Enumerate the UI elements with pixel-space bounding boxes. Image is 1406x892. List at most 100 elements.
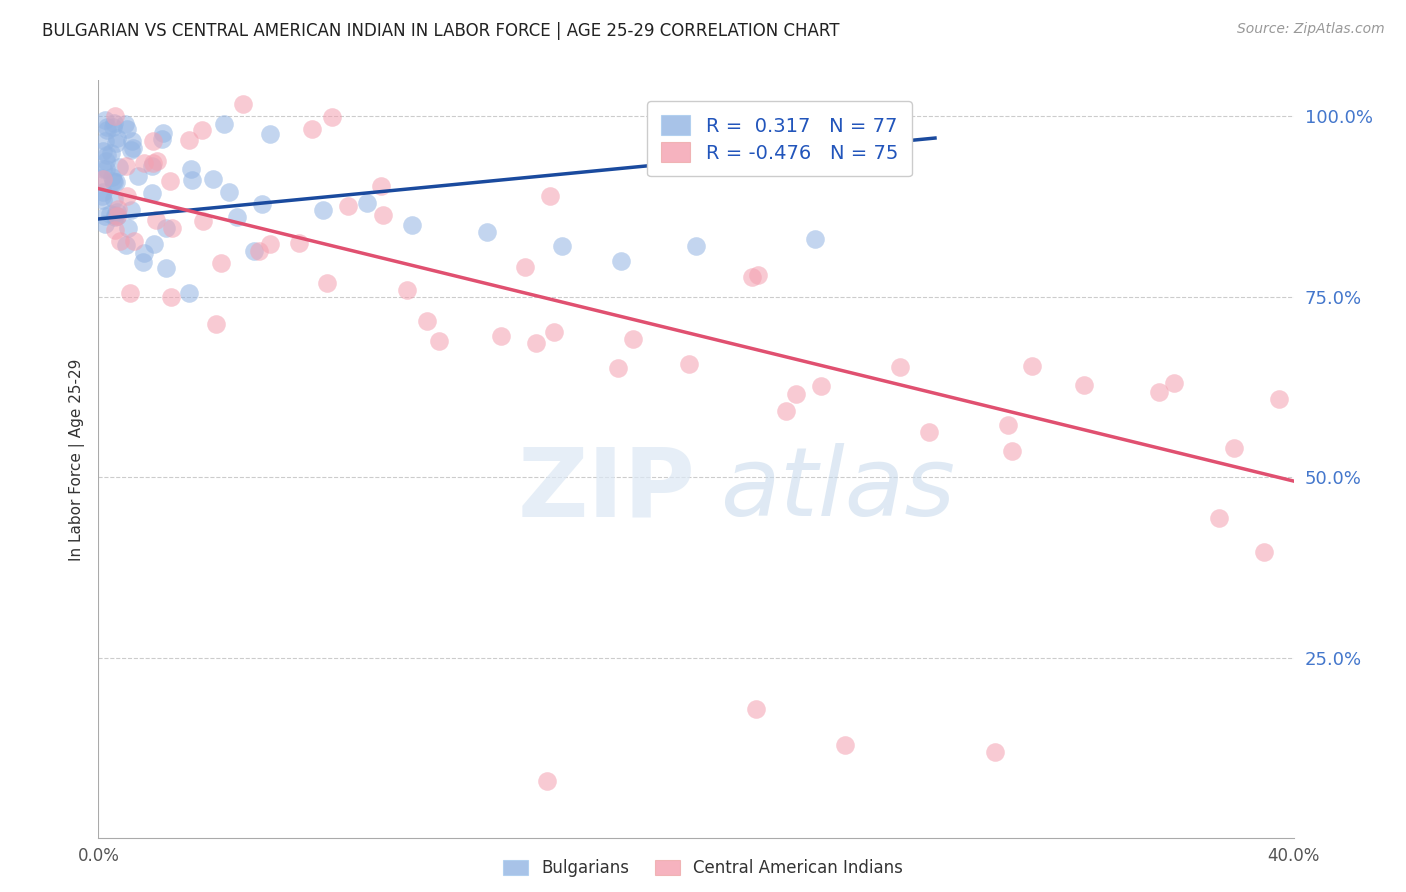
Point xyxy=(834,738,856,752)
Point xyxy=(543,325,565,339)
Point xyxy=(105,209,128,223)
Point xyxy=(90,171,112,186)
Point xyxy=(401,218,423,232)
Text: ZIP: ZIP xyxy=(517,443,696,536)
Point xyxy=(115,159,138,173)
Point xyxy=(1208,511,1230,525)
Point xyxy=(180,173,202,187)
Point xyxy=(889,359,911,374)
Point xyxy=(120,202,142,217)
Point xyxy=(114,238,136,252)
Point xyxy=(121,135,143,149)
Point xyxy=(152,126,174,140)
Point xyxy=(142,237,165,252)
Point xyxy=(103,175,125,189)
Point xyxy=(134,245,156,260)
Point xyxy=(621,332,644,346)
Point xyxy=(550,239,572,253)
Point xyxy=(94,154,117,169)
Text: atlas: atlas xyxy=(720,443,955,536)
Legend: R =  0.317   N = 77, R = -0.476   N = 75: R = 0.317 N = 77, R = -0.476 N = 75 xyxy=(648,102,911,177)
Point xyxy=(91,194,114,208)
Point xyxy=(242,244,264,259)
Point xyxy=(132,254,155,268)
Point xyxy=(209,256,232,270)
Point xyxy=(218,185,240,199)
Point xyxy=(141,186,163,201)
Point xyxy=(250,197,273,211)
Point xyxy=(311,203,333,218)
Point xyxy=(513,260,536,274)
Text: Source: ZipAtlas.com: Source: ZipAtlas.com xyxy=(1237,22,1385,37)
Point xyxy=(247,244,270,259)
Point xyxy=(94,134,117,148)
Point xyxy=(1223,442,1246,456)
Point xyxy=(105,130,128,145)
Point xyxy=(225,210,247,224)
Point xyxy=(105,205,128,219)
Point xyxy=(427,334,450,348)
Point xyxy=(96,123,118,137)
Point xyxy=(91,189,114,203)
Point xyxy=(142,134,165,148)
Point xyxy=(678,357,700,371)
Point xyxy=(115,189,138,203)
Point xyxy=(205,317,228,331)
Point xyxy=(321,110,343,124)
Point xyxy=(1253,545,1275,559)
Point xyxy=(475,225,498,239)
Point xyxy=(259,237,281,252)
Point xyxy=(301,122,323,136)
Point xyxy=(103,192,125,206)
Point xyxy=(810,379,832,393)
Point xyxy=(538,189,561,203)
Point xyxy=(775,404,797,418)
Point xyxy=(416,314,439,328)
Point xyxy=(536,773,558,788)
Point xyxy=(121,141,143,155)
Point xyxy=(96,147,118,161)
Point xyxy=(336,199,359,213)
Point xyxy=(160,220,183,235)
Point xyxy=(104,207,127,221)
Point xyxy=(142,155,165,169)
Point xyxy=(155,221,177,235)
Legend: Bulgarians, Central American Indians: Bulgarians, Central American Indians xyxy=(496,853,910,884)
Point xyxy=(1147,385,1170,400)
Point xyxy=(114,117,136,131)
Point xyxy=(395,283,418,297)
Point xyxy=(107,202,129,216)
Point xyxy=(101,120,124,135)
Point xyxy=(155,261,177,276)
Point xyxy=(104,210,127,224)
Point xyxy=(745,701,768,715)
Point xyxy=(1267,392,1289,406)
Point xyxy=(104,223,127,237)
Point xyxy=(100,145,122,160)
Point xyxy=(259,128,281,142)
Point xyxy=(94,161,117,176)
Point xyxy=(747,268,769,282)
Point xyxy=(741,269,763,284)
Point xyxy=(607,360,630,375)
Point xyxy=(804,232,827,246)
Point xyxy=(984,745,1007,759)
Point xyxy=(94,112,117,127)
Point xyxy=(1021,359,1043,373)
Point xyxy=(105,175,128,189)
Point xyxy=(177,286,200,301)
Point xyxy=(160,289,183,303)
Point xyxy=(103,109,125,123)
Point xyxy=(117,221,139,235)
Point xyxy=(150,132,173,146)
Point xyxy=(1163,376,1185,391)
Point xyxy=(91,162,114,177)
Point xyxy=(103,174,125,188)
Point xyxy=(146,154,169,169)
Point xyxy=(108,160,131,174)
Point xyxy=(191,213,214,227)
Point xyxy=(105,136,128,151)
Point xyxy=(288,236,311,251)
Point xyxy=(610,253,633,268)
Point xyxy=(159,174,181,188)
